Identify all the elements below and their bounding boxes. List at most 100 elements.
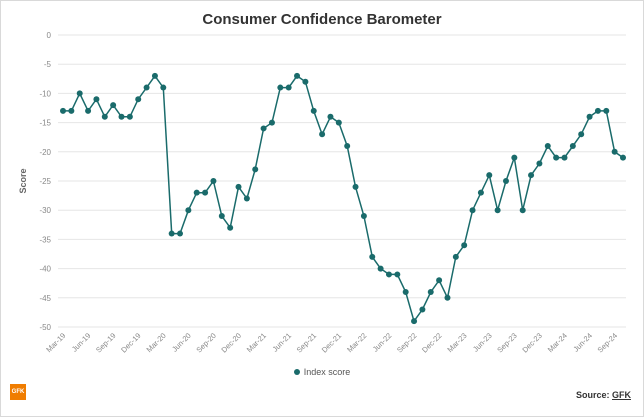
data-point (377, 265, 384, 272)
x-tick-label: Sep-22 (395, 331, 418, 354)
data-point (352, 183, 359, 190)
chart-title: Consumer Confidence Barometer (202, 11, 442, 28)
data-point (344, 142, 351, 149)
legend-label: Index score (303, 367, 351, 377)
source-link[interactable]: GFK (612, 390, 631, 400)
data-point (461, 242, 468, 249)
y-tick-label: -40 (39, 265, 51, 274)
data-point (227, 224, 234, 231)
data-point (277, 84, 284, 91)
x-tick-label: Sep-20 (194, 331, 217, 354)
data-point (327, 113, 334, 120)
data-point (486, 172, 493, 179)
data-point (385, 271, 392, 278)
data-point (502, 178, 509, 184)
x-tick-label: Jun-22 (371, 331, 394, 354)
data-point (569, 142, 576, 149)
data-point (544, 142, 551, 149)
y-tick-label: -45 (39, 294, 51, 303)
data-point (586, 113, 593, 120)
y-tick-label: -5 (44, 60, 52, 69)
x-tick-label: Jun-23 (471, 331, 494, 354)
x-tick-label: Sep-19 (94, 331, 117, 354)
data-point (177, 230, 184, 237)
data-point (436, 277, 443, 284)
data-point (235, 183, 242, 190)
data-point (302, 78, 309, 85)
data-point (561, 154, 568, 161)
x-tick-label: Jun-21 (271, 331, 294, 354)
data-point (319, 131, 326, 138)
data-point (536, 160, 543, 167)
y-tick-label: -30 (39, 206, 51, 215)
data-point (594, 107, 601, 114)
y-tick-label: -35 (39, 235, 51, 244)
data-point (135, 96, 142, 103)
data-point (110, 102, 117, 109)
source-label: Source: (575, 390, 610, 400)
x-tick-label: Mar-23 (445, 331, 468, 354)
data-point (68, 107, 75, 114)
source-note: Source: GFK (576, 390, 631, 400)
x-tick-label: Mar-24 (546, 331, 569, 354)
x-tick-label: Sep-21 (295, 331, 318, 354)
data-point (335, 119, 342, 126)
data-point (411, 318, 418, 325)
y-axis-title: Score (18, 168, 28, 193)
data-point (168, 230, 175, 237)
legend[interactable]: Index score (1, 367, 643, 377)
x-tick-label: Dec-22 (420, 331, 443, 354)
data-point (252, 166, 259, 173)
data-point (93, 96, 100, 103)
data-point (402, 288, 409, 295)
data-point (494, 207, 501, 214)
x-tick-label: Mar-19 (44, 331, 67, 354)
data-point (285, 84, 292, 91)
y-tick-label: -20 (39, 148, 51, 157)
data-point (553, 154, 560, 161)
data-point (160, 84, 167, 91)
data-point (528, 172, 535, 179)
data-point (185, 207, 192, 214)
data-point (243, 195, 250, 202)
data-point (620, 154, 626, 161)
data-point (603, 107, 610, 114)
x-tick-label: Dec-20 (219, 331, 242, 354)
data-point (427, 288, 434, 295)
data-point (143, 84, 150, 91)
data-point (76, 90, 83, 97)
data-point (310, 107, 317, 114)
data-point (101, 113, 108, 120)
data-point (260, 125, 267, 132)
data-point (369, 253, 376, 260)
data-point (511, 154, 518, 161)
y-tick-label: -15 (39, 119, 51, 128)
data-point (519, 207, 526, 214)
y-tick-label: -10 (39, 89, 51, 98)
x-tick-label: Sep-24 (596, 331, 619, 354)
data-point (126, 113, 133, 120)
data-point (210, 178, 217, 184)
data-point (294, 72, 301, 79)
x-tick-label: Dec-19 (119, 331, 142, 354)
data-point (419, 306, 426, 313)
data-point (202, 189, 209, 196)
data-point (360, 213, 367, 220)
x-tick-label: Mar-22 (345, 331, 368, 354)
x-tick-label: Jun-20 (170, 331, 193, 354)
y-tick-label: 0 (47, 31, 52, 40)
data-point (151, 72, 158, 79)
gfk-logo: GFK (10, 384, 26, 400)
x-tick-label: Jun-19 (70, 331, 93, 354)
y-tick-label: -25 (39, 177, 51, 186)
data-point (193, 189, 200, 196)
data-point (118, 113, 125, 120)
data-point (60, 107, 66, 114)
data-point (85, 107, 92, 114)
x-tick-label: Sep-23 (495, 331, 518, 354)
data-point (469, 207, 476, 214)
x-tick-label: Dec-21 (320, 331, 343, 354)
data-point (444, 294, 451, 301)
